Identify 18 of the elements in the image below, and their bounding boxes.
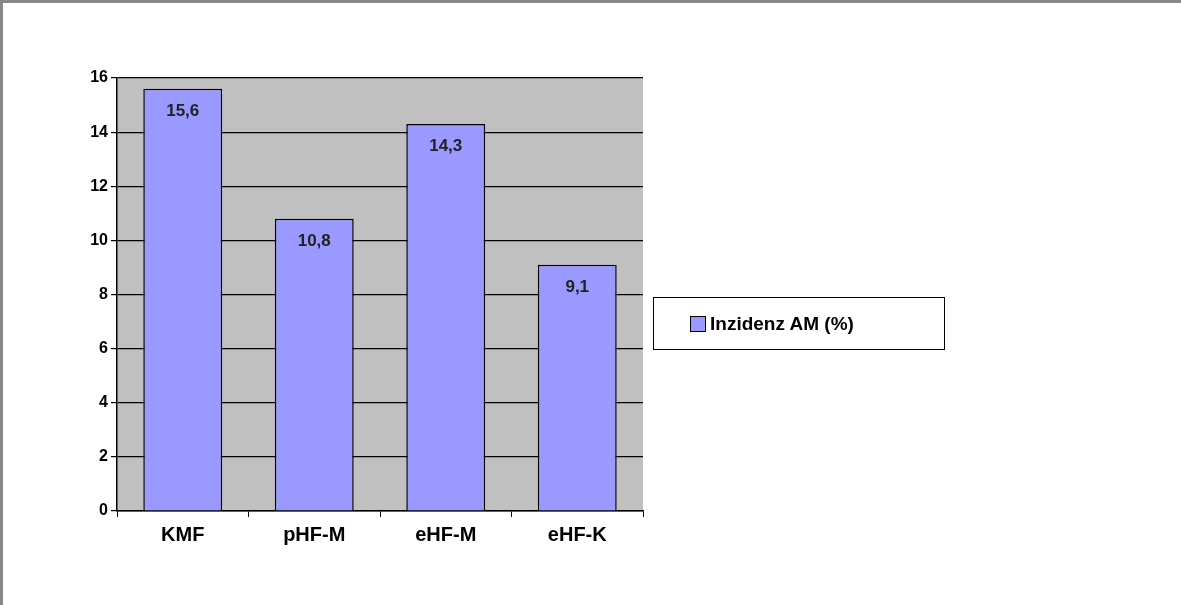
data-label: 14,3 [429,136,463,156]
y-tick-label: 8 [99,284,109,302]
y-tick-label: 0 [99,501,109,519]
x-tick-label: eHF-K [547,522,608,545]
x-tick-label: eHF-M [415,522,477,545]
y-tick-label: 10 [90,230,109,248]
y-tick-label: 6 [99,339,109,357]
data-label: 9,1 [565,276,590,296]
data-label: 15,6 [166,101,200,121]
data-label: 10,8 [297,230,331,250]
y-tick-label: 4 [99,393,109,411]
y-tick-label: 12 [90,176,109,194]
x-tick-label: pHF-M [283,522,346,545]
y-tick-label: 14 [90,122,109,140]
y-tick-label: 2 [99,447,109,465]
y-tick-label: 16 [90,68,109,86]
x-tick-label: KMF [161,522,205,545]
legend-label: Inzidenz AM (%) [710,312,854,335]
